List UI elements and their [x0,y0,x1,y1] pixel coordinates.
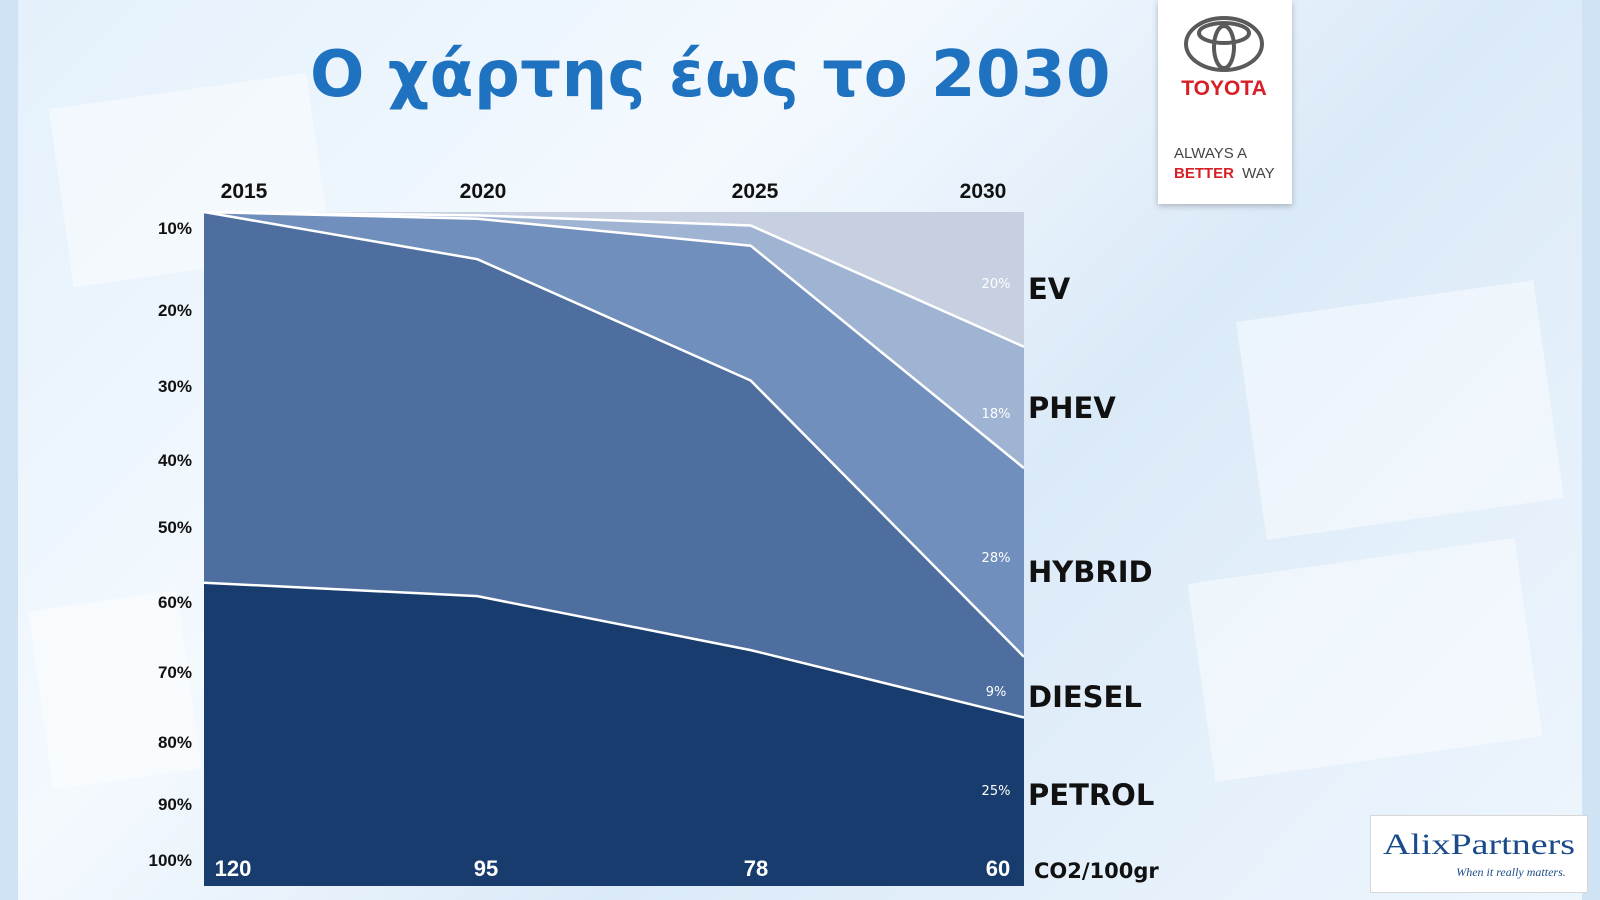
y-tick-label: 60% [158,593,192,612]
boundary-line-diesel [203,210,1025,658]
boundary-line-hybrid [203,210,1025,470]
percent-label-petrol: 25% [982,784,1011,799]
co2-value: 95 [474,856,498,881]
alixpartners-tagline: When it really matters. [1456,865,1566,879]
y-tick-label: 100% [149,851,192,870]
page-title: Ο χάρτης έως το 2030 [310,38,1112,112]
chart-boundary-lines [203,210,1025,719]
percent-label-phev: 18% [982,407,1011,422]
toyota-slogan-way: WAY [1242,165,1275,182]
series-percent-labels: 25% 9% 28% 18% 20% [982,277,1011,799]
x-label-2020: 2020 [460,180,507,203]
toyota-slogan-line1: ALWAYS A [1174,145,1247,162]
series-name-labels: PETROL DIESEL HYBRID PHEV EV [1028,272,1154,812]
area-hybrid [204,212,1024,657]
y-tick-label: 10% [158,219,192,238]
y-axis-labels: 10% 20% 30% 40% 50% 60% 70% 80% 90% 100% [149,219,192,870]
toyota-slogan-line2: BETTER WAY [1174,165,1275,182]
x-label-2030: 2030 [960,180,1007,203]
series-name-ev: EV [1028,272,1071,306]
alixpartners-logo: AlixPartners When it really matters. [1370,815,1588,893]
series-name-diesel: DIESEL [1028,680,1142,714]
series-name-phev: PHEV [1028,391,1116,425]
co2-unit-label: CO2/100gr [1034,859,1159,883]
chart-areas [204,212,1024,886]
series-name-petrol: PETROL [1028,778,1154,812]
alixpartners-name: AlixPartners [1383,828,1575,861]
boundary-line-phev [203,210,1025,348]
area-diesel [204,212,1024,718]
percent-label-hybrid: 28% [982,551,1011,566]
co2-labels: 120 95 78 60 CO2/100gr [215,856,1160,883]
toyota-logo: TOYOTA ALWAYS A BETTER WAY [1174,16,1275,182]
y-tick-label: 90% [158,795,192,814]
toyota-wordmark: TOYOTA [1181,77,1267,100]
y-tick-label: 50% [158,518,192,537]
area-petrol [204,582,1024,886]
boundary-line-petrol [203,581,1025,719]
percent-label-diesel: 9% [986,685,1007,700]
x-label-2015: 2015 [221,180,268,203]
percent-label-ev: 20% [982,277,1011,292]
y-tick-label: 70% [158,663,192,682]
co2-value: 60 [986,856,1010,881]
co2-value: 78 [744,856,768,881]
area-phev [204,212,1024,469]
y-tick-label: 30% [158,377,192,396]
y-tick-label: 20% [158,301,192,320]
x-axis-labels: 2015 2020 2025 2030 [221,180,1007,203]
y-tick-label: 80% [158,733,192,752]
toyota-slogan-better: BETTER [1174,165,1234,182]
co2-value: 120 [215,856,252,881]
area-ev [204,212,1024,347]
x-label-2025: 2025 [732,180,779,203]
series-name-hybrid: HYBRID [1028,555,1153,589]
toyota-logo-badge: TOYOTA ALWAYS A BETTER WAY [1158,0,1292,204]
y-tick-label: 40% [158,451,192,470]
toyota-emblem-icon [1184,16,1264,72]
